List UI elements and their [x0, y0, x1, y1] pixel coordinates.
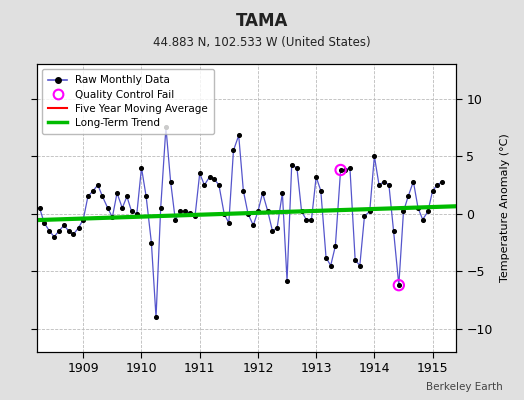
- Point: [399, 208, 408, 215]
- Point: [409, 178, 418, 185]
- Point: [414, 205, 422, 211]
- Point: [167, 178, 175, 185]
- Point: [395, 282, 403, 288]
- Point: [104, 205, 112, 211]
- Point: [118, 205, 126, 211]
- Point: [438, 178, 446, 185]
- Point: [220, 210, 228, 217]
- Point: [283, 277, 291, 284]
- Point: [230, 147, 238, 154]
- Point: [171, 216, 179, 223]
- Point: [244, 210, 252, 217]
- Point: [142, 193, 150, 200]
- Point: [162, 124, 170, 130]
- Point: [195, 170, 204, 177]
- Point: [205, 174, 214, 180]
- Point: [123, 193, 131, 200]
- Point: [133, 210, 141, 217]
- Point: [157, 205, 165, 211]
- Point: [356, 262, 364, 269]
- Point: [181, 208, 189, 215]
- Point: [210, 176, 219, 182]
- Point: [69, 231, 78, 238]
- Point: [312, 174, 320, 180]
- Point: [185, 210, 194, 216]
- Point: [74, 224, 83, 231]
- Point: [84, 193, 92, 200]
- Point: [336, 167, 345, 173]
- Point: [307, 216, 315, 223]
- Point: [429, 188, 437, 194]
- Point: [225, 220, 233, 226]
- Point: [351, 257, 359, 263]
- Point: [419, 216, 427, 223]
- Point: [99, 193, 107, 200]
- Point: [176, 208, 184, 215]
- Point: [94, 182, 102, 188]
- Text: Berkeley Earth: Berkeley Earth: [427, 382, 503, 392]
- Point: [152, 314, 160, 321]
- Point: [235, 132, 243, 139]
- Point: [366, 208, 374, 215]
- Point: [293, 164, 301, 171]
- Point: [249, 222, 257, 228]
- Point: [60, 222, 68, 228]
- Point: [64, 228, 73, 234]
- Point: [264, 208, 272, 215]
- Point: [40, 220, 48, 226]
- Point: [254, 208, 262, 215]
- Point: [79, 216, 88, 223]
- Point: [331, 243, 340, 249]
- Point: [127, 208, 136, 215]
- Point: [336, 167, 345, 173]
- Point: [375, 182, 383, 188]
- Point: [404, 193, 412, 200]
- Point: [268, 228, 277, 234]
- Point: [36, 205, 44, 211]
- Point: [322, 254, 330, 261]
- Point: [137, 164, 146, 171]
- Point: [108, 214, 116, 220]
- Point: [341, 167, 350, 173]
- Point: [258, 190, 267, 196]
- Y-axis label: Temperature Anomaly (°C): Temperature Anomaly (°C): [499, 134, 510, 282]
- Point: [424, 208, 432, 215]
- Legend: Raw Monthly Data, Quality Control Fail, Five Year Moving Average, Long-Term Tren: Raw Monthly Data, Quality Control Fail, …: [42, 69, 214, 134]
- Point: [147, 239, 156, 246]
- Point: [45, 228, 53, 234]
- Point: [50, 234, 58, 240]
- Point: [288, 162, 296, 168]
- Point: [433, 182, 441, 188]
- Point: [113, 190, 121, 196]
- Point: [316, 188, 325, 194]
- Point: [326, 262, 335, 269]
- Point: [389, 228, 398, 234]
- Text: 44.883 N, 102.533 W (United States): 44.883 N, 102.533 W (United States): [153, 36, 371, 49]
- Point: [298, 208, 306, 215]
- Point: [239, 188, 247, 194]
- Point: [361, 213, 369, 219]
- Point: [346, 164, 354, 171]
- Text: TAMA: TAMA: [236, 12, 288, 30]
- Point: [278, 190, 287, 196]
- Point: [273, 224, 281, 231]
- Point: [380, 178, 388, 185]
- Point: [370, 153, 378, 159]
- Point: [302, 216, 310, 223]
- Point: [385, 182, 393, 188]
- Point: [89, 188, 97, 194]
- Point: [200, 182, 209, 188]
- Point: [395, 282, 403, 288]
- Point: [54, 228, 63, 234]
- Point: [215, 182, 223, 188]
- Point: [191, 213, 199, 219]
